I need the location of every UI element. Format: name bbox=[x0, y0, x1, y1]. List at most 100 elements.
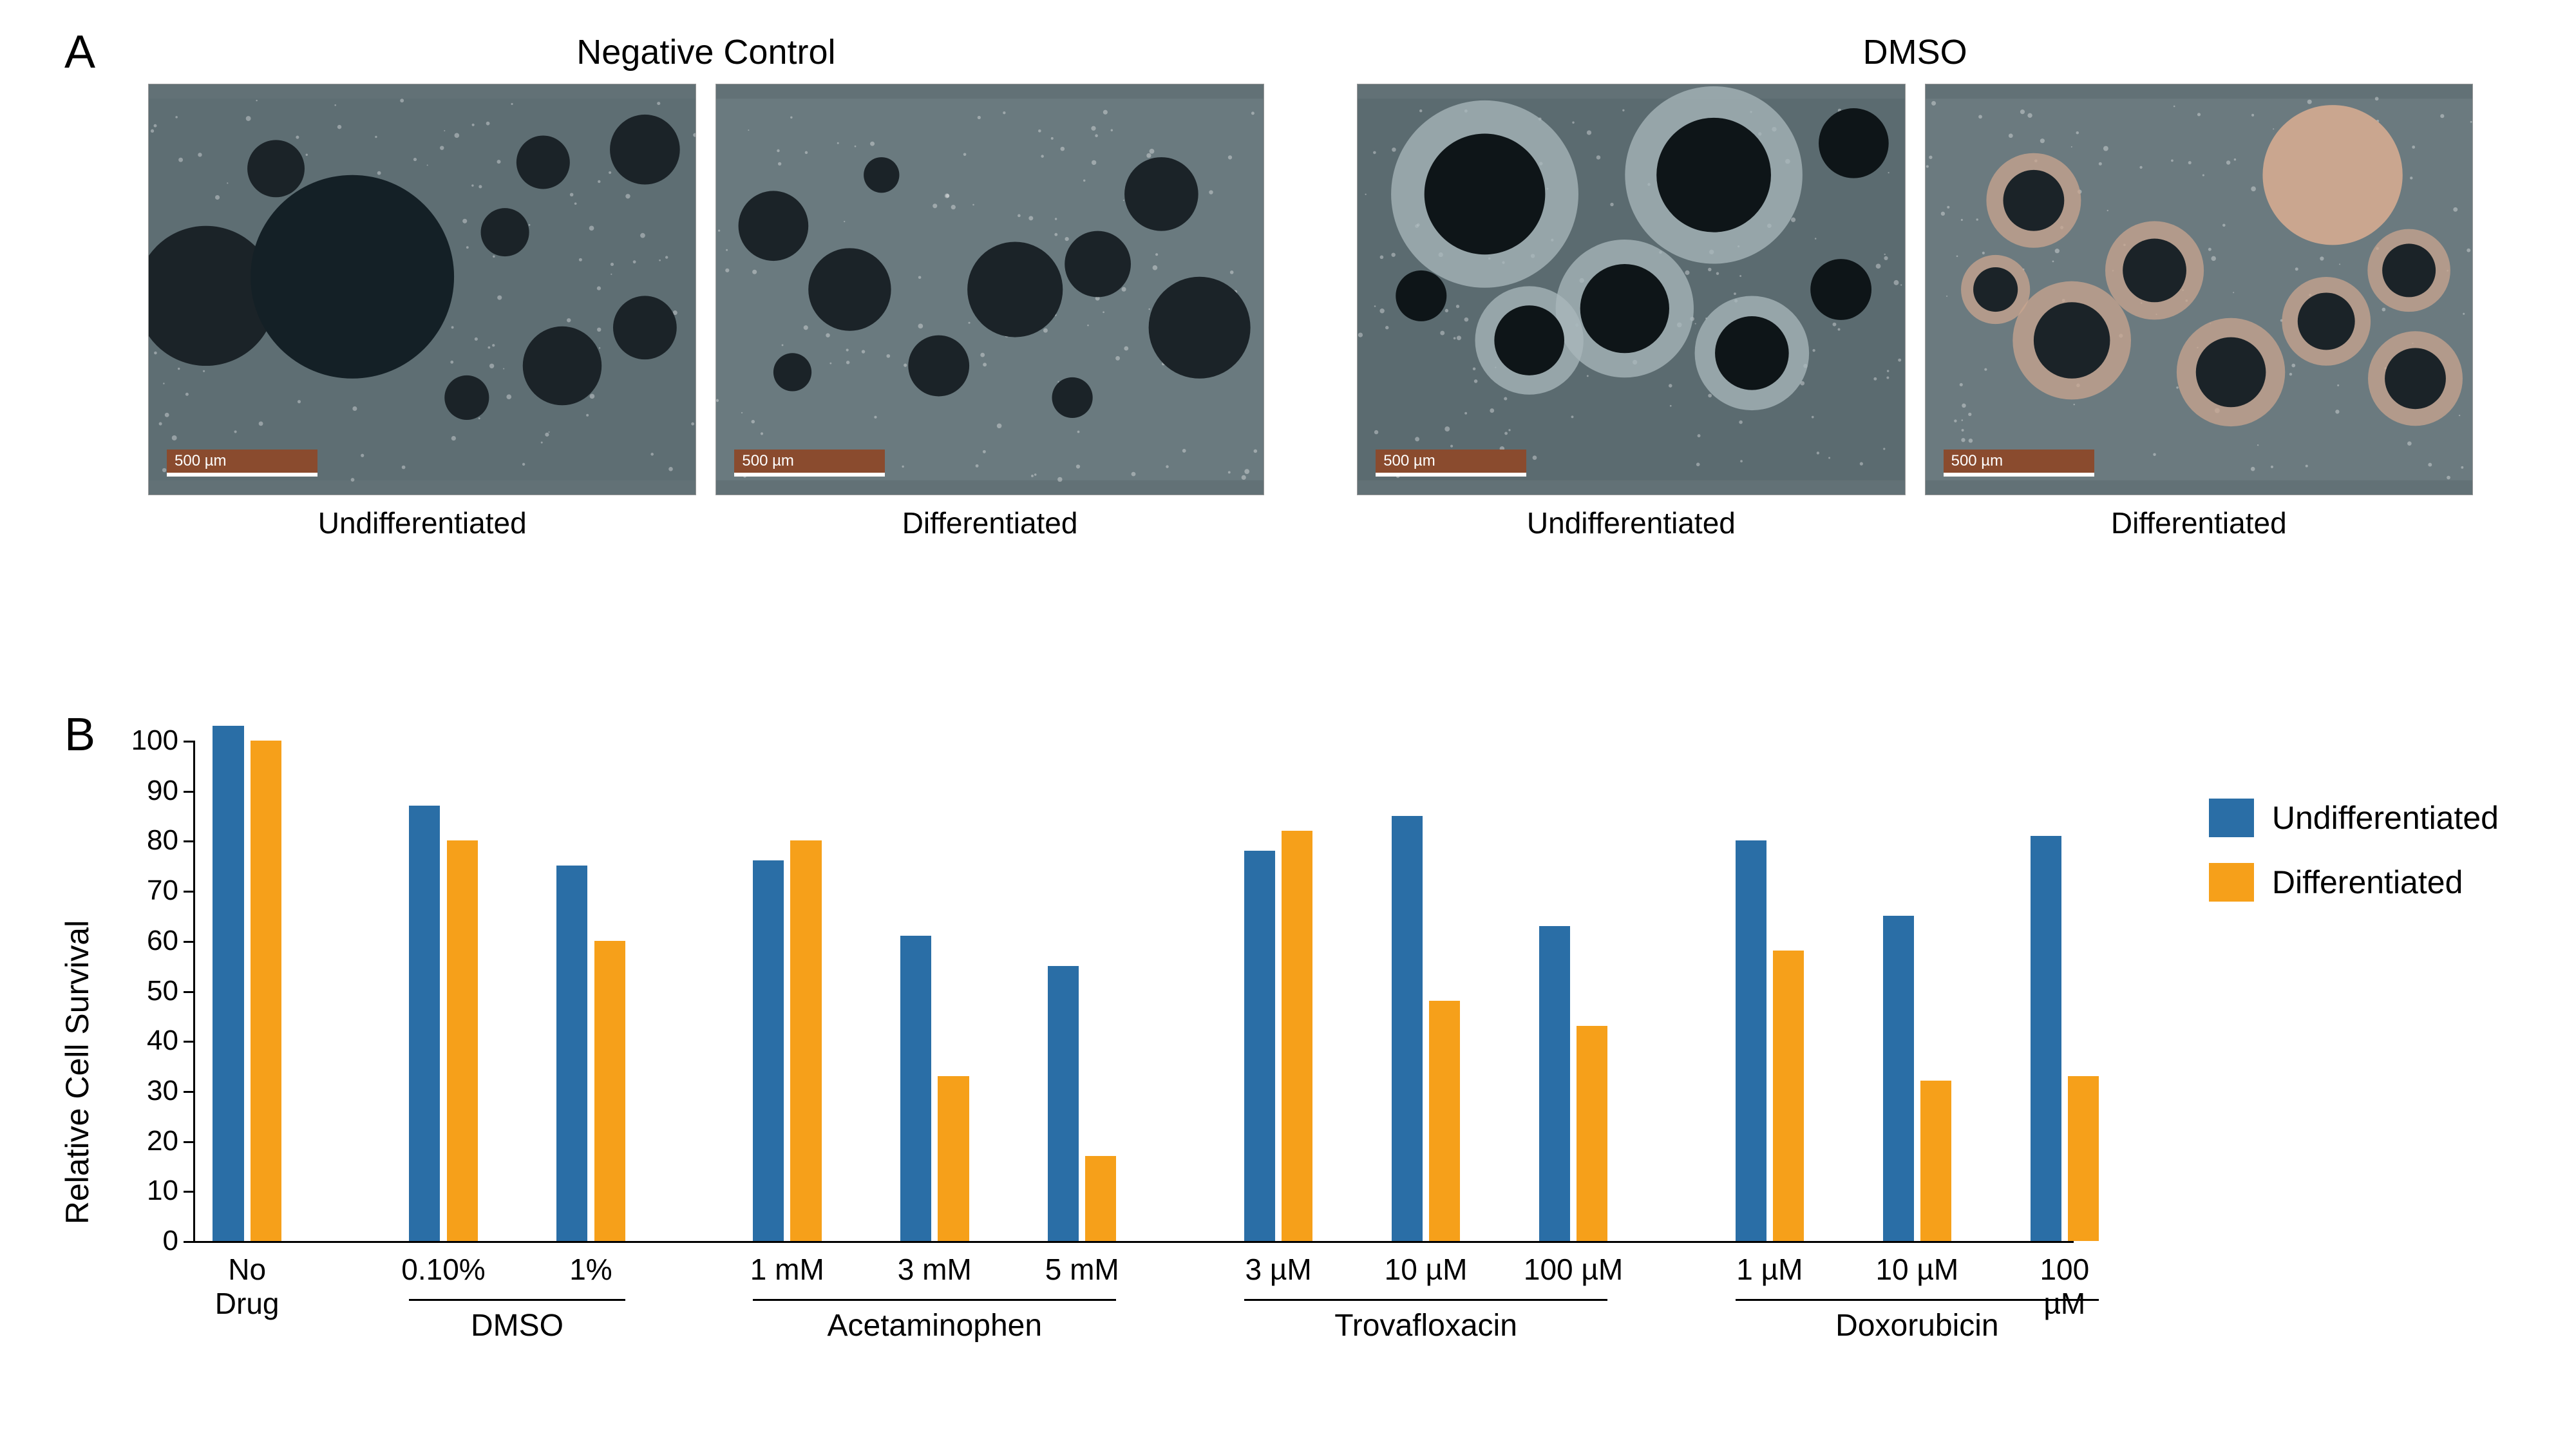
y-tick-label: 90 bbox=[147, 775, 178, 807]
group-title: DMSO bbox=[1357, 32, 2473, 72]
bar bbox=[1883, 916, 1914, 1241]
panel-a-group-dmso: DMSO 500 µm 500 µm bbox=[1357, 32, 2473, 540]
scale-bar-text: 500 µm bbox=[742, 452, 794, 470]
y-tick bbox=[184, 891, 195, 893]
y-tick bbox=[184, 1141, 195, 1143]
bar bbox=[900, 936, 931, 1241]
micrograph: 500 µm bbox=[1357, 84, 1905, 495]
scale-bar: 500 µm bbox=[734, 450, 885, 473]
bar bbox=[790, 840, 821, 1241]
category-label: 10 µM bbox=[1875, 1253, 1958, 1287]
y-tick-label: 30 bbox=[147, 1075, 178, 1107]
y-tick bbox=[184, 1041, 195, 1043]
group-underline bbox=[1736, 1299, 2099, 1301]
y-tick bbox=[184, 840, 195, 842]
y-tick bbox=[184, 1191, 195, 1193]
bar bbox=[1085, 1156, 1116, 1241]
micrograph-caption: Differentiated bbox=[715, 506, 1264, 540]
category-label: 3 µM bbox=[1245, 1253, 1311, 1287]
panel-b: Relative Cell Survival 01020304050607080… bbox=[116, 741, 2499, 1404]
bar bbox=[409, 806, 440, 1241]
category-label: 1% bbox=[569, 1253, 612, 1287]
category-label: 100 µM bbox=[1524, 1253, 1623, 1287]
group-name-label: DMSO bbox=[471, 1308, 564, 1343]
legend-item-diff: Differentiated bbox=[2209, 863, 2499, 902]
y-tick bbox=[184, 1091, 195, 1093]
micrograph-svg bbox=[1358, 84, 1904, 495]
category-label: 5 mM bbox=[1045, 1253, 1119, 1287]
bar bbox=[556, 866, 587, 1241]
bar bbox=[753, 860, 784, 1241]
micrograph: 500 µm bbox=[715, 84, 1264, 495]
legend-swatch bbox=[2209, 799, 2254, 837]
bar bbox=[938, 1076, 969, 1241]
panel-b-label: B bbox=[64, 708, 95, 761]
y-tick bbox=[184, 741, 195, 743]
bar bbox=[213, 726, 243, 1241]
micrograph-caption: Undifferentiated bbox=[1357, 506, 1905, 540]
micrograph-caption: Undifferentiated bbox=[148, 506, 696, 540]
group-underline bbox=[1244, 1299, 1607, 1301]
micrograph: 500 µm bbox=[1925, 84, 2473, 495]
scale-bar-text: 500 µm bbox=[175, 452, 227, 470]
bar bbox=[1920, 1081, 1951, 1241]
category-label: 100 µM bbox=[2040, 1253, 2089, 1321]
group-name-label: Doxorubicin bbox=[1835, 1308, 1998, 1343]
y-tick bbox=[184, 1241, 195, 1243]
scale-bar-text: 500 µm bbox=[1383, 452, 1435, 470]
micrograph-svg bbox=[1926, 84, 2472, 495]
scale-bar-text: 500 µm bbox=[1951, 452, 2003, 470]
y-tick-label: 80 bbox=[147, 824, 178, 857]
legend-swatch bbox=[2209, 863, 2254, 902]
y-tick-label: 40 bbox=[147, 1025, 178, 1057]
group-name-label: Acetaminophen bbox=[827, 1308, 1042, 1343]
legend-label: Undifferentiated bbox=[2272, 799, 2499, 837]
micrograph-svg bbox=[716, 84, 1263, 495]
category-label: 1 µM bbox=[1736, 1253, 1803, 1287]
bar bbox=[1736, 840, 1766, 1241]
y-tick-label: 100 bbox=[131, 724, 178, 757]
bar bbox=[1392, 816, 1423, 1241]
panel-a-label: A bbox=[64, 26, 95, 79]
bar bbox=[2031, 836, 2061, 1241]
category-label: 1 mM bbox=[750, 1253, 824, 1287]
legend: Undifferentiated Differentiated bbox=[2209, 799, 2499, 927]
legend-label: Differentiated bbox=[2272, 864, 2463, 901]
y-tick-label: 60 bbox=[147, 925, 178, 957]
bar bbox=[251, 741, 281, 1241]
scale-bar: 500 µm bbox=[1376, 450, 1526, 473]
y-tick-label: 10 bbox=[147, 1175, 178, 1207]
bar bbox=[1244, 851, 1275, 1241]
category-label: No Drug bbox=[215, 1253, 279, 1321]
bar bbox=[594, 941, 625, 1241]
bar bbox=[1773, 951, 1804, 1241]
bar bbox=[2068, 1076, 2099, 1241]
panel-a-group-negative-control: Negative Control 500 µm 500 µm bbox=[148, 32, 1264, 540]
chart: Relative Cell Survival 01020304050607080… bbox=[116, 741, 2074, 1404]
bar bbox=[1429, 1001, 1460, 1241]
scale-bar: 500 µm bbox=[1944, 450, 2094, 473]
y-tick bbox=[184, 941, 195, 943]
bar bbox=[1577, 1026, 1607, 1241]
category-label: 3 mM bbox=[898, 1253, 972, 1287]
y-tick-label: 50 bbox=[147, 975, 178, 1007]
scale-bar: 500 µm bbox=[167, 450, 317, 473]
category-label: 10 µM bbox=[1385, 1253, 1468, 1287]
micrograph-caption: Differentiated bbox=[1925, 506, 2473, 540]
y-tick-label: 20 bbox=[147, 1125, 178, 1157]
figure-root: A Negative Control 500 µm bbox=[0, 0, 2576, 1449]
bar bbox=[447, 840, 478, 1241]
group-name-label: Trovafloxacin bbox=[1334, 1308, 1517, 1343]
y-tick bbox=[184, 991, 195, 993]
plot-area: 0102030405060708090100No Drug0.10%1%1 mM… bbox=[193, 741, 2074, 1243]
group-underline bbox=[409, 1299, 625, 1301]
bar bbox=[1282, 831, 1312, 1241]
legend-item-undiff: Undifferentiated bbox=[2209, 799, 2499, 837]
bar bbox=[1048, 966, 1079, 1241]
panel-a: Negative Control 500 µm 500 µm bbox=[148, 32, 2473, 540]
y-tick-label: 70 bbox=[147, 875, 178, 907]
y-tick bbox=[184, 791, 195, 793]
bar bbox=[1539, 926, 1570, 1242]
y-tick-label: 0 bbox=[163, 1225, 178, 1257]
category-label: 0.10% bbox=[401, 1253, 485, 1287]
